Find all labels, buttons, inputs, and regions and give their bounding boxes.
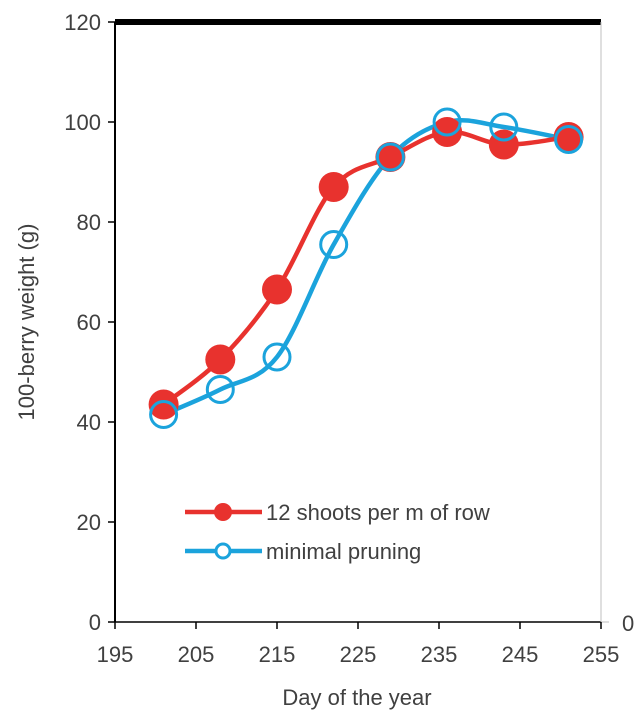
y-tick-label: 100 [64,110,101,135]
y-tick-label: 0 [89,610,101,635]
legend: 12 shoots per m of row minimal pruning [185,500,490,564]
data-point-series-2 [432,107,462,137]
series-layer [148,107,584,429]
tick-labels: 195 205 215 225 235 245 255 0 20 40 60 80 100 120 [64,10,619,667]
data-point-series-2 [205,375,235,404]
x-tick-label: 205 [178,642,215,667]
right-axis-label: 0 [622,611,634,636]
data-point-series-1 [375,142,406,172]
data-point-series-1 [432,117,463,147]
data-point-series-2 [375,142,405,172]
x-tick-label: 195 [97,642,134,667]
y-tick-label: 20 [77,510,101,535]
x-tick-label: 255 [583,642,620,667]
y-tick-label: 80 [77,210,101,235]
data-point-series-1 [205,344,236,375]
legend-label-series-1: 12 shoots per m of row [266,500,490,525]
data-point-series-2 [319,230,349,259]
x-tick-label: 215 [259,642,296,667]
x-tick-label: 225 [340,642,377,667]
axes [114,19,609,623]
y-tick-label: 120 [64,10,101,35]
series-line-2 [162,118,570,417]
x-axis-label: Day of the year [282,685,431,710]
data-point-series-2 [489,112,519,142]
data-point-series-2 [262,342,292,372]
x-tick-label: 235 [421,642,458,667]
data-point-series-2 [149,400,179,429]
y-tick-label: 40 [77,410,101,435]
legend-label-series-2: minimal pruning [266,539,421,564]
legend-marker-series-2 [214,542,232,560]
data-point-series-1 [148,389,179,420]
data-point-series-1 [262,274,292,305]
x-tick-label: 245 [502,642,539,667]
legend-marker-series-1 [214,503,232,521]
y-tick-label: 60 [77,310,101,335]
data-point-series-2 [554,125,584,154]
y-axis-label: 100-berry weight (g) [14,224,39,421]
data-point-series-1 [318,172,349,202]
